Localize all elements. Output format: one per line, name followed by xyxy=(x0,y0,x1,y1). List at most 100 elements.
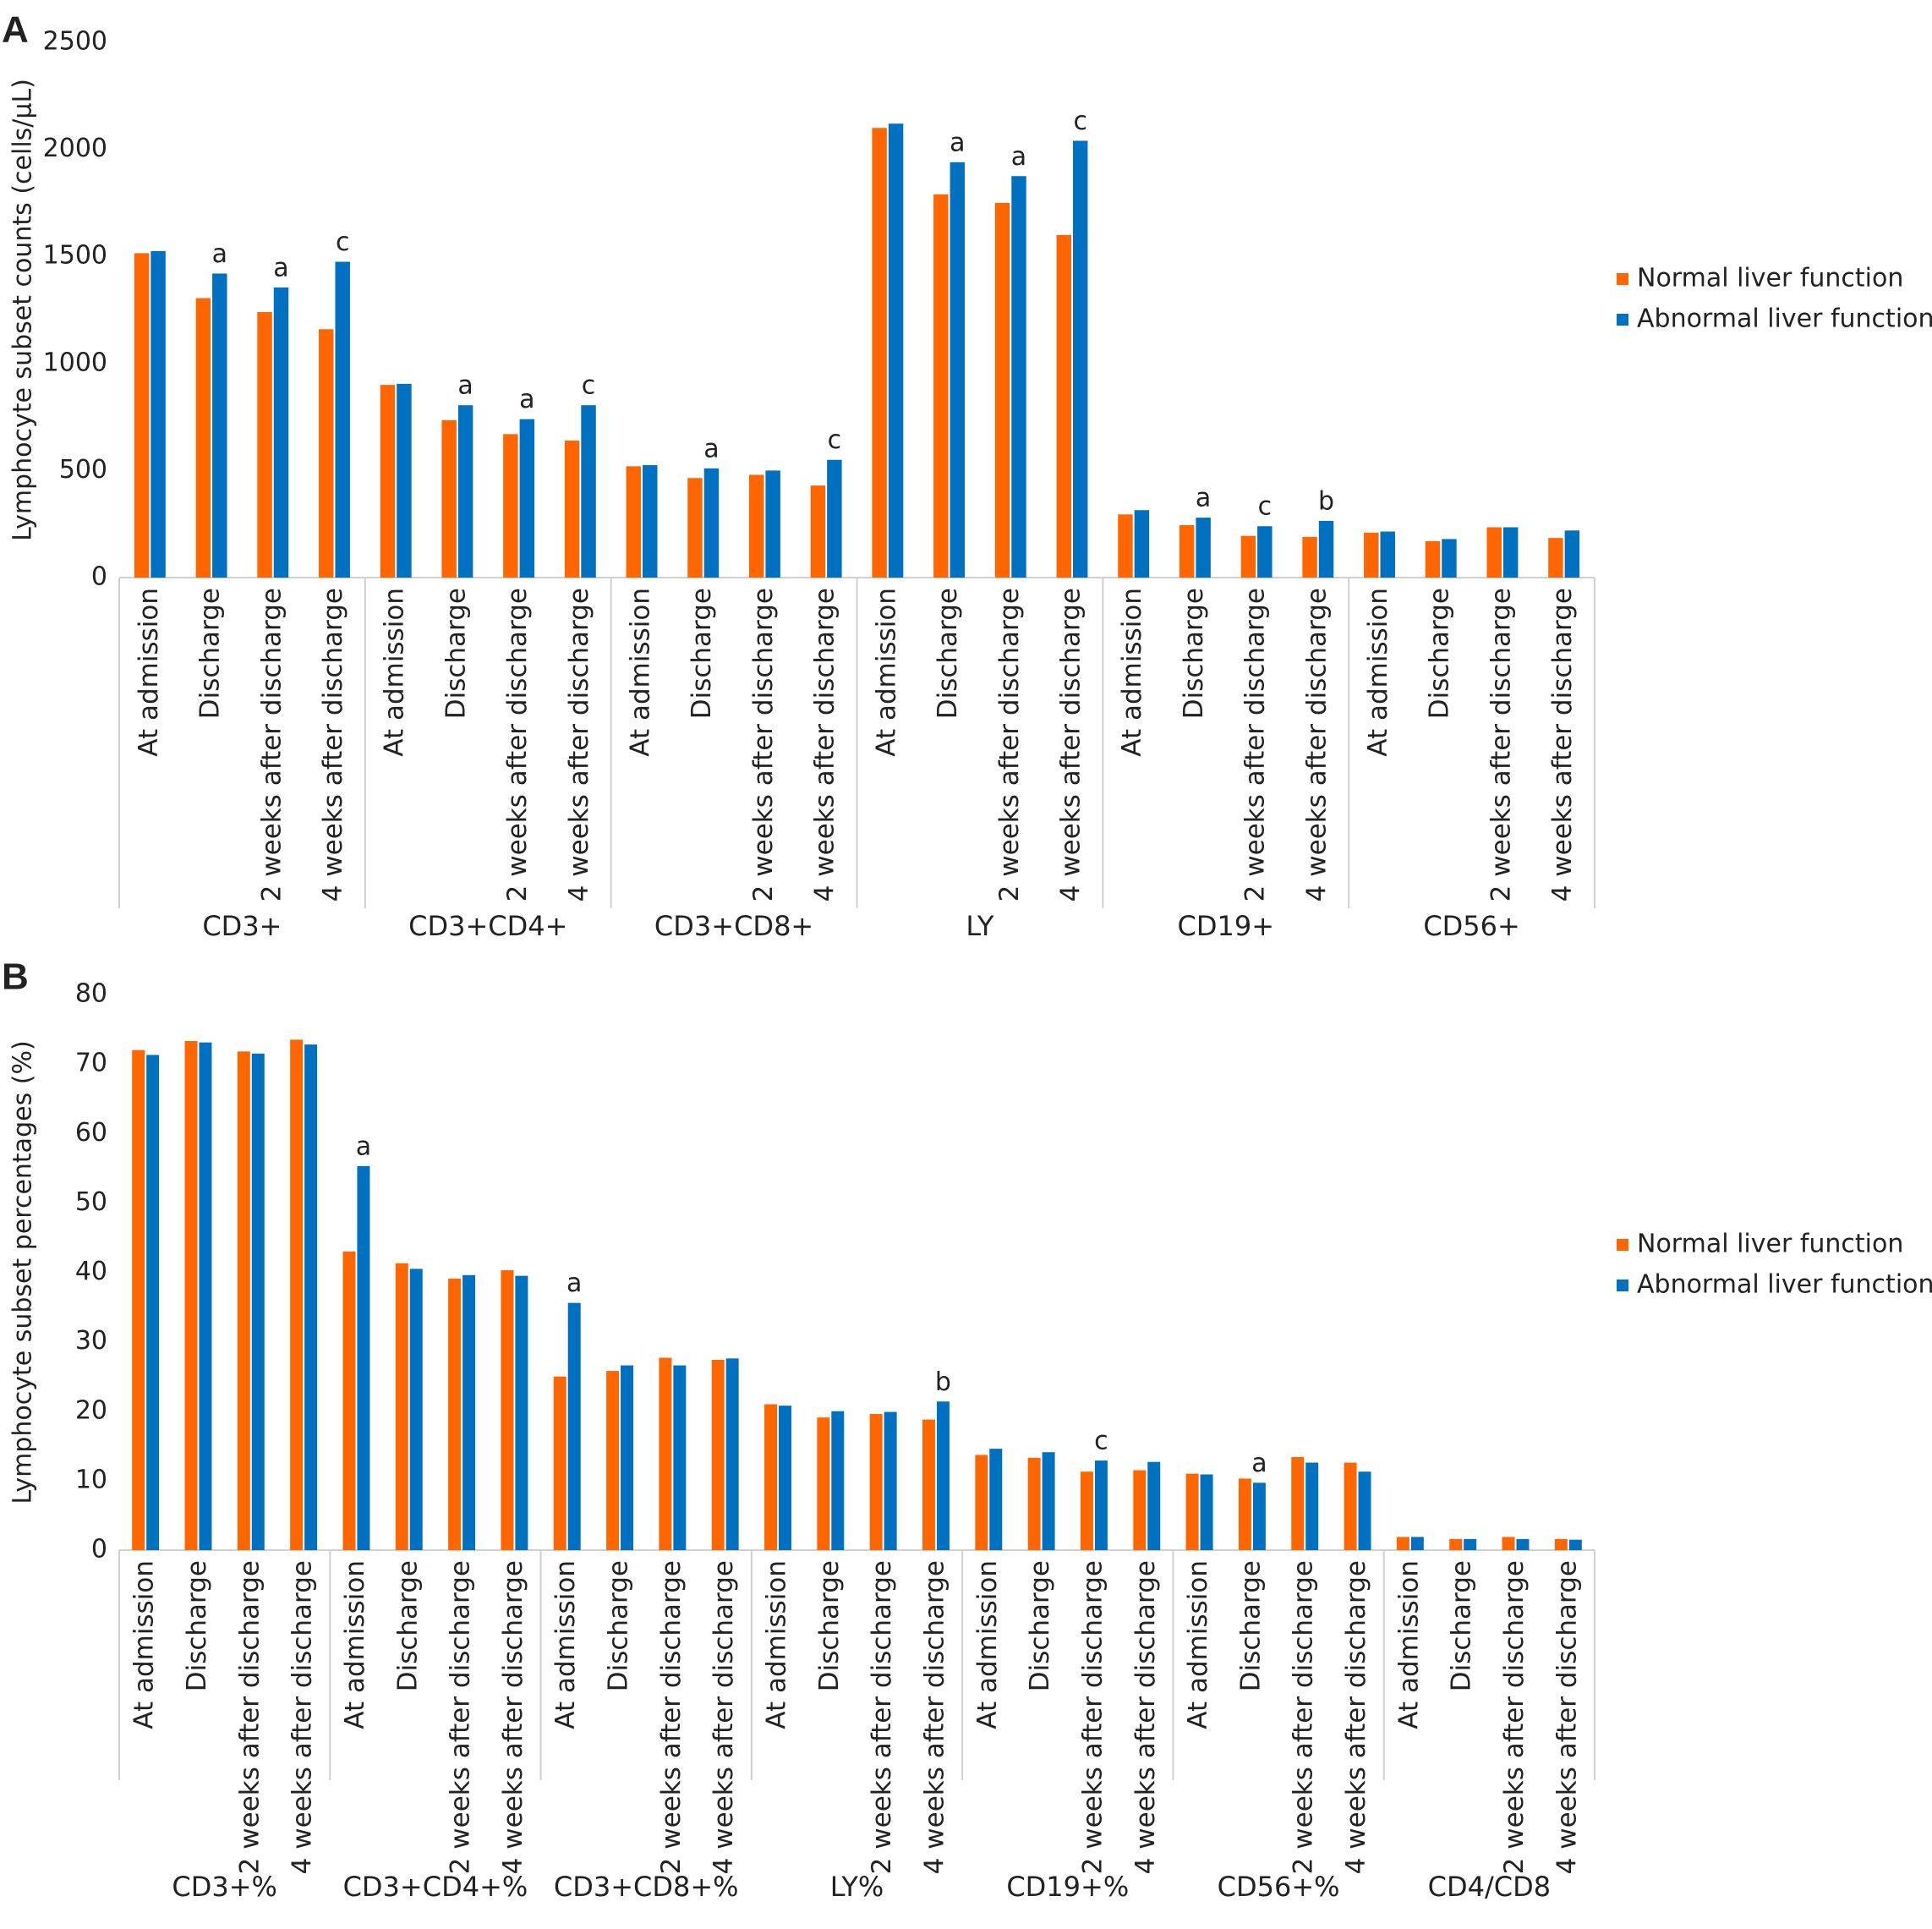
x-tick-label: 2 weeks after discharge xyxy=(1240,588,1271,901)
bar xyxy=(195,298,211,578)
bar xyxy=(212,273,227,578)
bar xyxy=(1442,539,1457,578)
significance-label: c xyxy=(582,371,596,401)
bar xyxy=(1196,518,1211,578)
bar xyxy=(199,1042,212,1550)
bar xyxy=(888,123,904,578)
x-tick-label: 4 weeks after discharge xyxy=(919,1560,950,1874)
x-tick-label: At admission xyxy=(1183,1560,1213,1729)
legend-swatch xyxy=(1617,314,1628,326)
bar xyxy=(1568,1539,1582,1550)
bar xyxy=(1011,176,1026,578)
x-tick-label: Discharge xyxy=(687,588,717,719)
x-tick-label: At admission xyxy=(1363,588,1393,757)
panel-label: B xyxy=(2,956,29,998)
x-tick-label: 2 weeks after discharge xyxy=(234,1560,265,1874)
y-tick-label: 0 xyxy=(91,1535,107,1565)
bar xyxy=(380,385,396,578)
bar xyxy=(1425,540,1441,578)
bar xyxy=(831,1411,845,1550)
bar xyxy=(725,1358,739,1550)
x-tick-label: At admission xyxy=(340,1560,370,1729)
significance-label: c xyxy=(1258,492,1272,522)
bar xyxy=(1133,1470,1147,1550)
bar xyxy=(395,1263,408,1550)
legend-swatch xyxy=(1617,1280,1628,1291)
bar xyxy=(703,468,720,578)
bar xyxy=(994,202,1010,578)
bar xyxy=(810,485,826,578)
significance-label: a xyxy=(356,1132,371,1161)
significance-label: a xyxy=(1011,142,1026,172)
bar xyxy=(765,470,780,578)
significance-label: b xyxy=(935,1367,951,1397)
x-tick-label: Discharge xyxy=(182,1560,212,1691)
bar xyxy=(515,1275,528,1550)
bar xyxy=(1238,1478,1251,1550)
bar xyxy=(950,162,966,578)
bar xyxy=(659,1357,672,1550)
bar xyxy=(151,250,166,578)
bar xyxy=(643,465,658,578)
bar xyxy=(1179,524,1195,578)
y-tick-label: 30 xyxy=(75,1326,107,1356)
bar xyxy=(501,1270,514,1550)
y-tick-label: 70 xyxy=(75,1049,107,1078)
x-tick-label: Discharge xyxy=(1025,1560,1055,1691)
bar xyxy=(1200,1474,1213,1550)
bar xyxy=(184,1041,198,1550)
y-tick-label: 500 xyxy=(59,455,107,485)
bar xyxy=(1318,520,1334,578)
bar xyxy=(1302,536,1317,578)
x-tick-label: Discharge xyxy=(933,588,963,719)
bar xyxy=(1185,1473,1199,1550)
x-tick-label: 4 weeks after discharge xyxy=(287,1560,318,1874)
legend-label: Normal liver function xyxy=(1637,264,1903,293)
bar xyxy=(1305,1462,1319,1550)
bar xyxy=(748,474,764,578)
bar xyxy=(409,1269,423,1550)
bar xyxy=(872,128,887,578)
x-tick-label: 4 weeks after discharge xyxy=(1341,1560,1371,1874)
x-tick-label: 2 weeks after discharge xyxy=(748,588,779,901)
bar xyxy=(687,478,703,578)
bar xyxy=(1257,526,1272,578)
bar xyxy=(567,1302,581,1550)
y-tick-label: 0 xyxy=(91,562,107,592)
bar xyxy=(1358,1471,1371,1550)
legend-label: Normal liver function xyxy=(1637,1230,1903,1259)
bar xyxy=(1564,530,1580,578)
x-tick-label: Discharge xyxy=(441,588,471,719)
bar xyxy=(257,312,272,578)
bar xyxy=(1080,1471,1093,1550)
bar xyxy=(1252,1482,1266,1550)
bar xyxy=(827,459,842,578)
bar xyxy=(564,440,580,578)
group-label: CD3+CD4+% xyxy=(343,1871,528,1903)
legend-label: Abnormal liver function xyxy=(1637,1270,1932,1300)
x-tick-label: 2 weeks after discharge xyxy=(656,1560,687,1874)
bar xyxy=(397,383,412,578)
bar xyxy=(553,1376,566,1550)
x-tick-label: Discharge xyxy=(1425,588,1455,719)
x-tick-label: At admission xyxy=(871,588,901,757)
x-tick-label: At admission xyxy=(380,588,410,757)
y-tick-label: 80 xyxy=(75,979,107,1009)
x-tick-label: 2 weeks after discharge xyxy=(1077,1560,1108,1874)
bar xyxy=(251,1053,265,1550)
group-label: CD3+% xyxy=(172,1871,277,1903)
bar xyxy=(933,194,949,578)
x-tick-label: Discharge xyxy=(392,1560,423,1691)
x-tick-label: 4 weeks after discharge xyxy=(1130,1560,1161,1874)
bar xyxy=(1147,1461,1161,1550)
x-tick-label: At admission xyxy=(1393,1560,1424,1729)
significance-label: b xyxy=(1318,486,1334,516)
bar xyxy=(1464,1538,1477,1550)
group-label: CD56+% xyxy=(1218,1871,1340,1903)
significance-label: a xyxy=(950,128,965,157)
bar xyxy=(922,1419,935,1550)
x-tick-label: 4 weeks after discharge xyxy=(498,1560,528,1874)
y-tick-label: 40 xyxy=(75,1257,107,1286)
significance-label: a xyxy=(273,253,288,282)
bar xyxy=(134,253,150,578)
